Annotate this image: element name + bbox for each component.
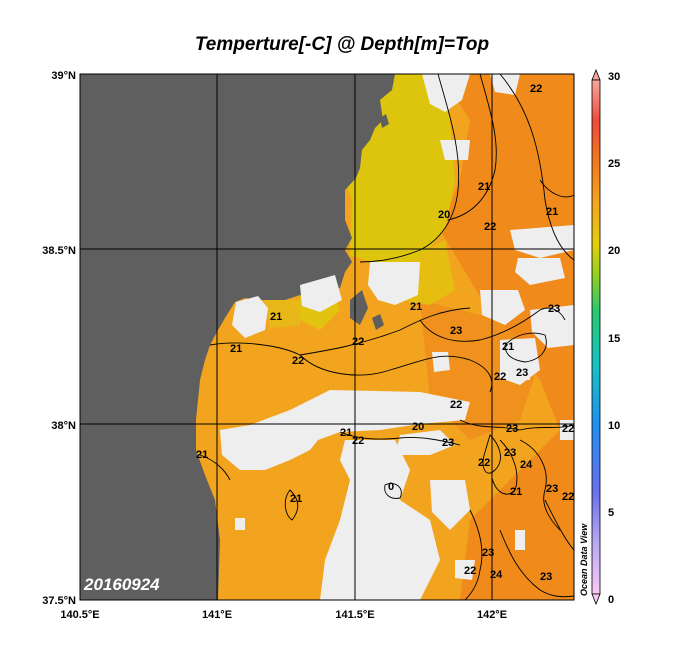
contour-label: 21 [502, 341, 514, 353]
contour-label: 0 [388, 481, 394, 493]
credit-label: Ocean Data View [579, 523, 589, 596]
colorbar-tick-label: 15 [608, 333, 620, 345]
contour-lines [199, 74, 574, 600]
contour-label: 21 [290, 493, 302, 505]
colorbar-tick-label: 0 [608, 594, 614, 606]
island [372, 314, 384, 330]
plot-frame [79, 73, 575, 601]
colorbar-tick-label: 5 [608, 507, 614, 519]
colorbar-tick-label: 30 [608, 71, 620, 83]
colorbar-gradient [591, 79, 601, 595]
contour-label: 22 [464, 565, 476, 577]
contour-label: 23 [482, 547, 494, 559]
contour-label: 22 [562, 423, 574, 435]
longitude-axis: 140.5°E 141°E 141.5°E 142°E [60, 609, 507, 621]
map-title: Temperture[-C] @ Depth[m]=Top [194, 34, 490, 55]
colorbar-top-arrow [591, 68, 601, 81]
colorbar-bottom-arrow [591, 593, 601, 606]
contour-label: 21 [340, 427, 352, 439]
contour-label: 21 [546, 206, 558, 218]
contour-label: 23 [548, 303, 560, 315]
date-label: 20160924 [83, 575, 160, 594]
contour-label: 23 [516, 367, 528, 379]
contour-label: 23 [546, 483, 558, 495]
latitude-axis: 39°N 38.5°N 38°N 37.5°N [42, 70, 76, 607]
land-area [80, 74, 395, 600]
lon-tick-label: 140.5°E [60, 609, 99, 621]
contour-label: 22 [450, 399, 462, 411]
contour-label: 22 [478, 457, 490, 469]
contour-label: 22 [494, 371, 506, 383]
contour-label: 21 [230, 343, 242, 355]
contour-label: 22 [484, 221, 496, 233]
contour-label: 23 [506, 423, 518, 435]
contour-label: 21 [410, 301, 422, 313]
lat-tick-label: 38°N [51, 420, 76, 432]
colorbar-tick-label: 10 [608, 420, 620, 432]
contour-label: 22 [352, 336, 364, 348]
graticule [80, 74, 574, 600]
cool-water-zone [265, 300, 300, 328]
lat-tick-label: 39°N [51, 70, 76, 82]
contour-label: 21 [510, 486, 522, 498]
lon-tick-label: 142°E [477, 609, 507, 621]
contour-label: 24 [490, 569, 503, 581]
colorbar-tick-label: 25 [608, 158, 620, 170]
lon-tick-label: 141°E [202, 609, 232, 621]
contour-label: 20 [412, 421, 424, 433]
colorbar: 30 25 20 15 10 5 0 [591, 68, 620, 606]
contour-label: 20 [438, 209, 450, 221]
nodata-patches [220, 74, 574, 600]
island [380, 114, 389, 128]
contour-label: 21 [196, 449, 208, 461]
contour-label: 23 [450, 325, 462, 337]
contour-label-group: 22 21 21 20 22 21 21 22 21 22 23 21 23 2… [196, 83, 574, 583]
contour-label: 23 [540, 571, 552, 583]
contour-label: 24 [520, 459, 533, 471]
lat-tick-label: 38.5°N [42, 245, 76, 257]
contour-label: 21 [478, 181, 490, 193]
contour-label: 22 [352, 435, 364, 447]
contour-label: 22 [562, 491, 574, 503]
lat-tick-label: 37.5°N [42, 595, 76, 607]
contour-label: 23 [442, 437, 454, 449]
contour-label: 21 [270, 311, 282, 323]
colorbar-tick-label: 20 [608, 245, 620, 257]
contour-label: 22 [292, 355, 304, 367]
contour-label: 23 [504, 447, 516, 459]
contour-label: 22 [530, 83, 542, 95]
lon-tick-label: 141.5°E [335, 609, 374, 621]
